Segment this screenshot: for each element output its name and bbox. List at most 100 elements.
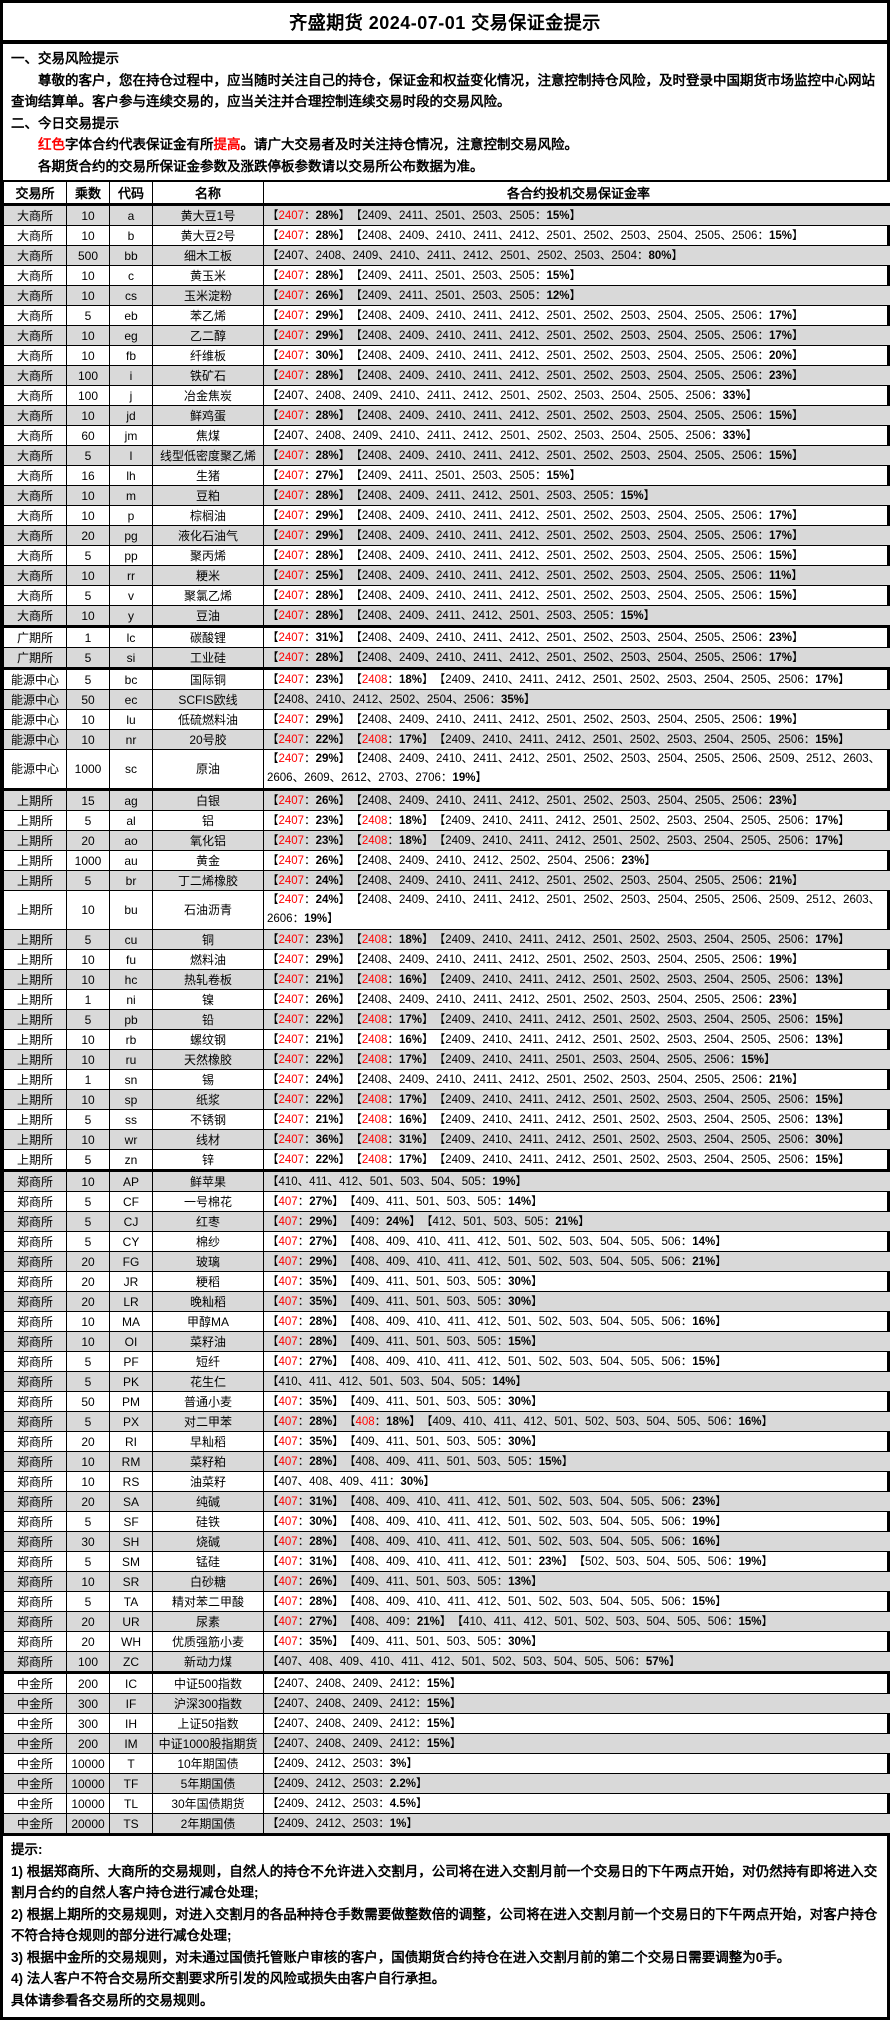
code-cell: FG: [110, 1252, 153, 1272]
exchange-cell: 郑商所: [4, 1352, 67, 1372]
exchange-cell: 郑商所: [4, 1632, 67, 1652]
name-cell: 不锈钢: [153, 1110, 264, 1130]
name-cell: 镍: [153, 990, 264, 1010]
name-cell: 细木工板: [153, 246, 264, 266]
name-cell: 铅: [153, 1010, 264, 1030]
rate-cell: 【2407：22%】【2408：17%】【2409、2410、2411、2412…: [264, 1010, 890, 1030]
rate-segment-raised: 【2407：22%】: [267, 734, 350, 746]
rate-segment: 【2409、2412、2503：2.2%】: [267, 1778, 427, 1790]
exchange-cell: 能源中心: [4, 730, 67, 750]
rate-segment-raised: 【2407：29%】: [267, 310, 350, 322]
name-cell: 豆油: [153, 606, 264, 627]
rate-segment-raised: 【2407：29%】: [267, 753, 350, 765]
rate-cell: 【2409、2412、2503：2.2%】: [264, 1774, 890, 1794]
rate-cell: 【410、411、412、501、503、504、505：14%】: [264, 1372, 890, 1392]
exchange-cell: 大商所: [4, 246, 67, 266]
code-cell: ec: [110, 690, 153, 710]
rate-segment: 【2408、2409、2411、2412、2501、2503、2505：15%】: [356, 610, 655, 622]
rate-cell: 【2407、2408、2409、2412：15%】: [264, 1673, 890, 1694]
exchange-cell: 郑商所: [4, 1592, 67, 1612]
rate-segment: 【2407、2408、2409、2412：15%】: [267, 1698, 461, 1710]
multiplier-cell: 200: [67, 1673, 110, 1694]
code-cell: OI: [110, 1332, 153, 1352]
exchange-cell: 郑商所: [4, 1452, 67, 1472]
rate-segment: 【2408、2409、2410、2411、2412、2501、2502、2503…: [356, 590, 803, 602]
code-cell: lu: [110, 710, 153, 730]
multiplier-cell: 10: [67, 1452, 110, 1472]
rate-segment-raised: 【407：27%】: [267, 1236, 344, 1248]
name-cell: 红枣: [153, 1212, 264, 1232]
multiplier-cell: 5: [67, 1412, 110, 1432]
multiplier-cell: 10: [67, 205, 110, 226]
name-cell: 白砂糖: [153, 1572, 264, 1592]
rate-cell: 【2407：23%】【2408：18%】【2409、2410、2411、2412…: [264, 831, 890, 851]
rate-segment-raised: 【407：27%】: [267, 1196, 344, 1208]
exchange-cell: 大商所: [4, 306, 67, 326]
rate-segment: 【2408、2409、2410、2411、2412、2501、2502、2503…: [356, 510, 803, 522]
rate-segment-raised: 【2408：18%】: [356, 674, 433, 686]
exchange-cell: 中金所: [4, 1734, 67, 1754]
code-cell: eg: [110, 326, 153, 346]
name-cell: 纸浆: [153, 1090, 264, 1110]
rate-cell: 【2407：26%】【2409、2411、2501、2503、2505：12%】: [264, 286, 890, 306]
name-cell: 中证500指数: [153, 1673, 264, 1694]
code-cell: au: [110, 851, 153, 871]
code-cell: br: [110, 871, 153, 891]
rate-segment-raised: 【2407：26%】: [267, 994, 350, 1006]
name-cell: 国际铜: [153, 669, 264, 690]
exchange-cell: 郑商所: [4, 1232, 67, 1252]
multiplier-cell: 5: [67, 446, 110, 466]
exchange-cell: 中金所: [4, 1794, 67, 1814]
multiplier-cell: 20: [67, 1252, 110, 1272]
rate-segment: 【408、409、410、411、412、501、502、503、504、505…: [350, 1256, 727, 1268]
rate-cell: 【2407：26%】【2408、2409、2410、2412、2502、2504…: [264, 851, 890, 871]
exchange-cell: 中金所: [4, 1774, 67, 1794]
rate-segment-raised: 【2407：29%】: [267, 530, 350, 542]
multiplier-cell: 20: [67, 1292, 110, 1312]
code-cell: SH: [110, 1532, 153, 1552]
rate-cell: 【2407：25%】【2408、2409、2410、2411、2412、2501…: [264, 566, 890, 586]
code-cell: cs: [110, 286, 153, 306]
name-cell: 玻璃: [153, 1252, 264, 1272]
name-cell: 燃料油: [153, 950, 264, 970]
code-cell: i: [110, 366, 153, 386]
rate-cell: 【2407：30%】【2408、2409、2410、2411、2412、2501…: [264, 346, 890, 366]
multiplier-cell: 300: [67, 1694, 110, 1714]
code-cell: m: [110, 486, 153, 506]
footer-note-line: 4) 法人客户不符合交易所交割要求所引发的风险或损失由客户自行承担。: [11, 1968, 879, 1990]
code-cell: ni: [110, 990, 153, 1010]
multiplier-cell: 5: [67, 1150, 110, 1171]
rate-cell: 【2407：36%】【2408：31%】【2409、2410、2411、2412…: [264, 1130, 890, 1150]
code-cell: bc: [110, 669, 153, 690]
multiplier-cell: 10: [67, 346, 110, 366]
rate-segment: 【2409、2410、2411、2501、2503、2504、2505、2506…: [440, 1054, 776, 1066]
rate-cell: 【2407：22%】【2408：17%】【2409、2410、2411、2412…: [264, 730, 890, 750]
multiplier-cell: 10: [67, 730, 110, 750]
multiplier-cell: 10: [67, 1090, 110, 1110]
name-cell: 玉米淀粉: [153, 286, 264, 306]
rate-cell: 【2407：27%】【2409、2411、2501、2503、2505：15%】: [264, 466, 890, 486]
today-section-title: 二、今日交易提示: [11, 113, 879, 135]
multiplier-cell: 5: [67, 1512, 110, 1532]
name-cell: 线型低密度聚乙烯: [153, 446, 264, 466]
code-cell: hc: [110, 970, 153, 990]
name-cell: 精对苯二甲酸: [153, 1592, 264, 1612]
exchange-cell: 中金所: [4, 1673, 67, 1694]
rate-segment-raised: 【2407：23%】: [267, 835, 350, 847]
exchange-cell: 上期所: [4, 790, 67, 811]
rate-segment: 【2408、2409、2410、2411、2412、2501、2502、2503…: [356, 570, 803, 582]
multiplier-cell: 20: [67, 1632, 110, 1652]
rate-segment: 【2409、2412、2503：4.5%】: [267, 1798, 427, 1810]
name-cell: 纤维板: [153, 346, 264, 366]
